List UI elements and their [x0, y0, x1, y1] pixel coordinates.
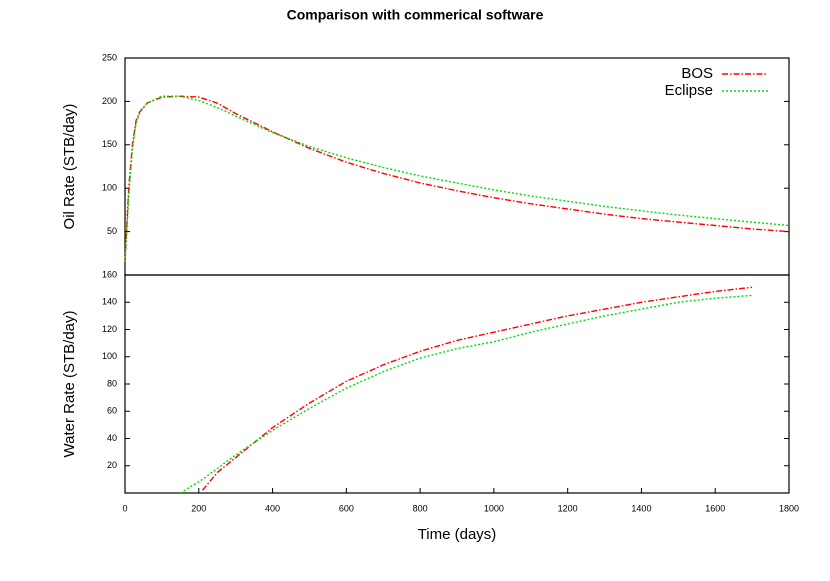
x-tick-label: 600 — [339, 503, 354, 513]
x-tick-label: 1200 — [558, 503, 578, 513]
x-tick-label: 800 — [413, 503, 428, 513]
y-tick-label: 120 — [102, 324, 117, 334]
y-tick-label: 100 — [102, 351, 117, 361]
y-tick-label: 140 — [102, 297, 117, 307]
y-tick-label: 160 — [102, 269, 117, 279]
y-tick-label: 250 — [102, 52, 117, 62]
y-tick-label: 60 — [107, 406, 117, 416]
series-line — [124, 95, 790, 263]
x-tick-label: 200 — [191, 503, 206, 513]
y-tick-label: 40 — [107, 433, 117, 443]
x-tick-label: 0 — [122, 503, 127, 513]
series-line — [124, 95, 790, 263]
x-tick-label: 1800 — [779, 503, 799, 513]
x-axis-label: Time (days) — [418, 526, 497, 543]
x-tick-label: 1400 — [631, 503, 651, 513]
series-line — [179, 294, 753, 494]
y-axis-label: Water Rate (STB/day) — [61, 311, 78, 458]
y-axis-label: Oil Rate (STB/day) — [61, 104, 78, 230]
y-tick-label: 200 — [102, 96, 117, 106]
plot-frame — [124, 274, 790, 494]
legend-label: BOS — [681, 65, 713, 82]
legend-label: Eclipse — [665, 82, 713, 99]
y-tick-label: 80 — [107, 378, 117, 388]
x-tick-label: 1000 — [484, 503, 504, 513]
x-tick-label: 400 — [265, 503, 280, 513]
y-tick-label: 150 — [102, 139, 117, 149]
y-tick-label: 20 — [107, 460, 117, 470]
series-line — [201, 286, 753, 491]
x-tick-label: 1600 — [705, 503, 725, 513]
chart-title: Comparison with commerical software — [287, 7, 544, 23]
y-tick-label: 100 — [102, 183, 117, 193]
y-tick-label: 50 — [107, 226, 117, 236]
